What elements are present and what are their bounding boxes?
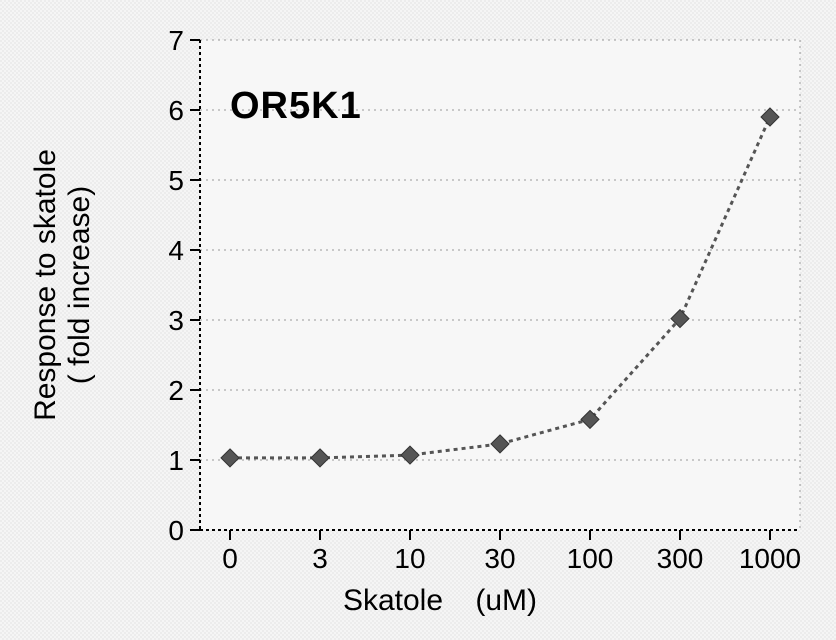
y-tick-label: 4 [168,235,184,266]
x-tick-label: 0 [222,543,238,574]
y-tick-label: 5 [168,165,184,196]
y-axis-label: Response to skatole ( fold increase) [29,149,96,421]
y-tick-label: 2 [168,375,184,406]
svg-text:Response to skatole: Response to skatole [29,149,62,421]
x-tick-label: 100 [567,543,614,574]
x-tick-label: 30 [484,543,515,574]
chart-title: OR5K1 [230,85,362,127]
x-tick-label: 300 [657,543,704,574]
y-tick-label: 6 [168,95,184,126]
chart-container: 0 3 10 30 100 300 1000 0 1 2 3 4 5 6 7 OR5K1 Response… [0,0,836,640]
y-tick-label: 7 [168,25,184,56]
x-tick-label: 10 [394,543,425,574]
x-tick-label: 1000 [739,543,801,574]
y-tick-label: 3 [168,305,184,336]
y-tick-label: 0 [168,515,184,546]
chart-svg: 0 3 10 30 100 300 1000 0 1 2 3 4 5 6 7 OR5K1 Response… [0,0,836,640]
x-axis-label: Skatole (uM) [343,584,537,617]
y-tick-label: 1 [168,445,184,476]
x-tick-label: 3 [312,543,328,574]
svg-text:( fold increase): ( fold increase) [63,186,96,384]
